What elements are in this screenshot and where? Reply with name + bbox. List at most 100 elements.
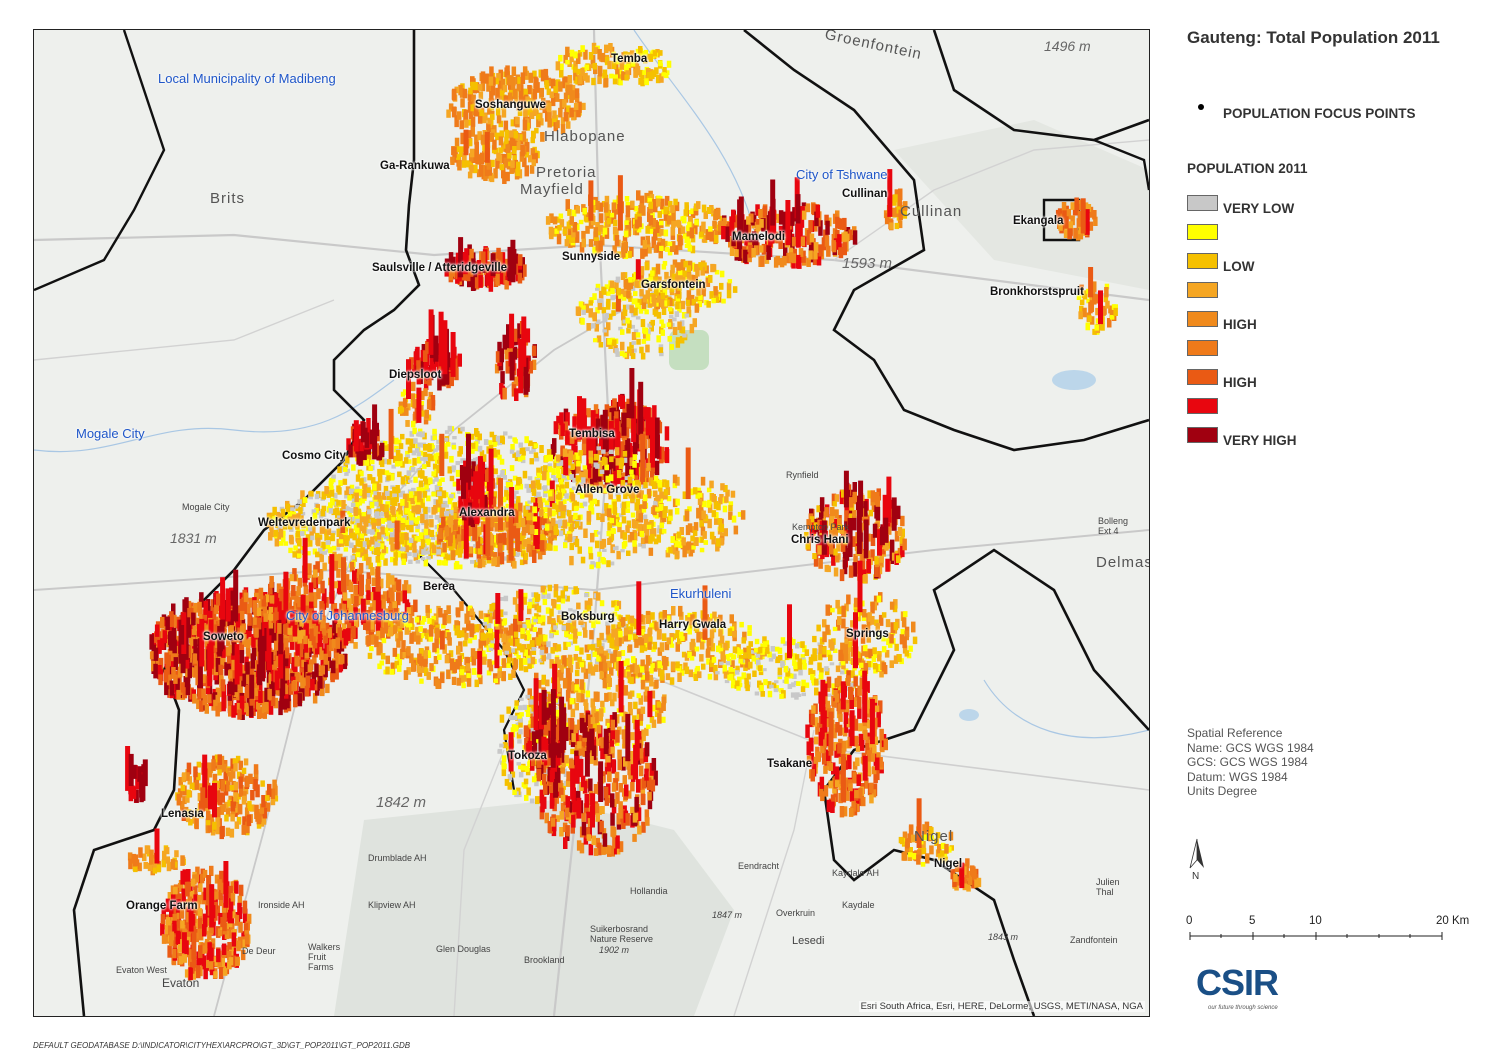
population-hex-cell (523, 98, 528, 108)
population-hex-cell (410, 441, 416, 449)
population-hex-cell (537, 550, 543, 560)
population-hex-cell (314, 507, 319, 514)
map-canvas[interactable] (34, 30, 1149, 1016)
population-hex-cell (455, 526, 460, 539)
population-hex-cell (633, 329, 639, 334)
population-hex-cell (551, 468, 556, 475)
population-hex-cell (677, 235, 683, 247)
population-hex-cell (603, 447, 608, 461)
population-hex-cell (297, 499, 302, 505)
population-hex-cell (258, 682, 263, 696)
population-hex-cell (504, 516, 510, 528)
population-hex-cell (638, 205, 643, 214)
population-hex-cell (355, 552, 361, 558)
population-hex-cell (494, 78, 499, 85)
population-hex-cell (667, 248, 673, 256)
population-hex-cell (523, 505, 528, 514)
population-hex-cell (516, 161, 521, 170)
population-hex-cell (282, 522, 288, 530)
population-hex-cell (690, 535, 695, 542)
population-hex-cell (294, 520, 300, 528)
population-hex-cell (384, 509, 389, 518)
population-hex-cell (809, 528, 815, 541)
population-hex-cell (301, 520, 306, 529)
population-hex-cell (213, 616, 219, 626)
population-hex-cell (725, 226, 730, 242)
population-hex-cell (423, 506, 428, 515)
population-hex-cell (449, 373, 454, 387)
population-hex-cell (601, 557, 606, 565)
population-hex-cell (532, 516, 538, 522)
population-hex-cell (499, 348, 504, 363)
population-hex-cell (389, 534, 394, 544)
population-hex-cell (512, 146, 517, 154)
population-hex-cell (443, 553, 448, 560)
population-hex-cell (382, 458, 387, 465)
population-hex-cell (331, 474, 336, 479)
population-hex-cell (361, 512, 366, 517)
population-hex-cell (383, 485, 389, 494)
population-hex-cell (364, 458, 369, 466)
population-hex-cell (775, 255, 780, 266)
population-hex-cell (889, 508, 894, 517)
population-hex-cell (224, 662, 229, 676)
map-frame[interactable]: Brits Hlabopane Pretoria Mayfield Cullin… (33, 29, 1150, 1017)
population-hex-cell (503, 431, 508, 436)
population-hex-cell (652, 50, 658, 57)
population-hex-cell (668, 276, 673, 285)
population-hex-cell (701, 221, 706, 229)
population-hex-cell (504, 129, 509, 139)
population-hex-cell (557, 463, 563, 469)
population-hex-cell (312, 692, 318, 704)
population-hex-cell (707, 518, 712, 529)
population-hex-cell (559, 412, 564, 426)
population-hex-cell (354, 502, 360, 509)
population-hex-cell (879, 554, 884, 563)
population-hex-cell (598, 213, 604, 224)
population-hex-cell (695, 492, 700, 499)
population-hex-cell (560, 124, 566, 135)
population-hex-cell (719, 537, 724, 546)
population-hex-cell (527, 85, 532, 95)
population-hex-cell (634, 298, 639, 305)
population-hex-cell (634, 406, 640, 418)
population-hex-cell (657, 525, 662, 531)
population-hex-cell (528, 545, 534, 557)
population-hex-column (879, 526, 885, 546)
population-hex-cell (672, 317, 677, 322)
population-hex-cell (559, 70, 564, 78)
population-hex-cell (593, 562, 598, 568)
population-hex-cell (638, 309, 644, 314)
population-hex-cell (630, 495, 635, 502)
population-hex-cell (637, 298, 642, 305)
population-hex-cell (670, 264, 675, 273)
population-hex-cell (373, 536, 378, 544)
population-hex-cell (351, 464, 356, 471)
population-hex-cell (852, 510, 857, 518)
population-hex-cell (328, 546, 333, 554)
population-hex-cell (452, 535, 457, 544)
population-hex-cell (656, 295, 661, 303)
population-hex-cell (317, 534, 323, 540)
population-hex-cell (690, 245, 696, 254)
population-hex-cell (633, 520, 638, 529)
population-hex-cell (374, 511, 380, 517)
population-hex-cell (502, 84, 508, 93)
population-hex-cell (625, 205, 631, 218)
population-hex-cell (500, 435, 505, 444)
population-hex-cell (402, 515, 407, 520)
population-hex-cell (553, 526, 559, 535)
population-hex-cell (489, 132, 494, 142)
population-hex-cell (291, 511, 296, 517)
population-hex-cell (454, 367, 459, 381)
population-hex-cell (416, 357, 421, 371)
population-hex-cell (595, 201, 600, 211)
population-hex-column (563, 456, 569, 476)
population-hex-cell (564, 493, 569, 499)
population-hex-cell (480, 556, 485, 564)
population-hex-cell (778, 210, 784, 225)
population-hex-cell (597, 302, 603, 310)
population-hex-cell (578, 219, 584, 225)
population-hex-cell (492, 434, 497, 442)
population-hex-cell (662, 67, 667, 73)
